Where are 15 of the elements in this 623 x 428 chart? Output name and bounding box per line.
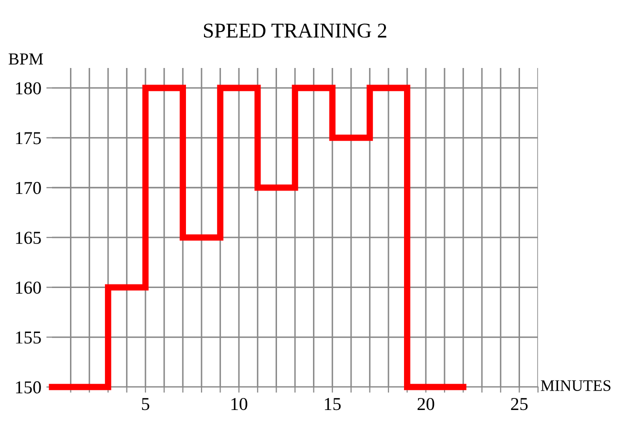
y-tick-label: 150 — [16, 381, 41, 394]
x-tick-label: 25 — [511, 398, 528, 410]
y-tick-label: 155 — [16, 332, 41, 344]
y-tick-label: 170 — [16, 182, 41, 194]
y-tick-label: 165 — [16, 232, 41, 244]
y-tick-label: 175 — [16, 132, 41, 144]
x-axis-title: MINUTES — [540, 380, 610, 391]
x-tick-label: 10 — [231, 398, 248, 410]
y-tick-label: 160 — [16, 282, 41, 294]
x-tick-label: 5 — [142, 398, 150, 410]
y-axis-title: BPM — [8, 54, 43, 64]
x-tick-label: 20 — [418, 398, 434, 410]
x-tick-label: 15 — [324, 398, 341, 410]
y-tick-label: 180 — [16, 82, 41, 94]
chart-title: SPEED TRAINING 2 — [204, 24, 386, 38]
